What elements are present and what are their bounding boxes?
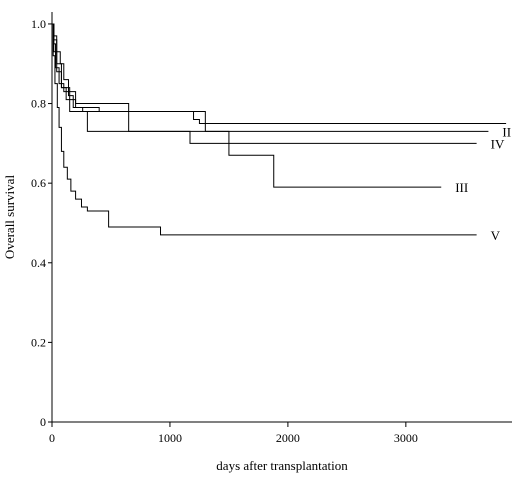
- y-tick-label: 0.4: [31, 256, 46, 270]
- survival-curve-ii: [52, 23, 489, 132]
- y-tick-label: 1.0: [31, 17, 46, 31]
- x-tick-label: 3000: [394, 431, 418, 445]
- survival-curve-v: [52, 23, 477, 236]
- y-tick-label: 0.8: [31, 97, 46, 111]
- series-label-ii: II: [502, 124, 511, 139]
- series-label-iv: IV: [491, 136, 505, 151]
- survival-curves: [52, 23, 507, 236]
- x-tick-label: 1000: [158, 431, 182, 445]
- y-tick-label: 0: [40, 415, 46, 429]
- survival-curve-iv: [52, 23, 477, 144]
- chart-axes: [51, 12, 512, 423]
- x-tick-label: 0: [49, 431, 55, 445]
- x-axis-title: days after transplantation: [216, 458, 348, 473]
- x-tick-label: 2000: [276, 431, 300, 445]
- y-axis-title: Overall survival: [2, 175, 17, 260]
- y-tick-label: 0.2: [31, 335, 46, 349]
- series-labels: IIIIIIIVV: [455, 124, 511, 243]
- survival-curve-iii: [52, 23, 442, 188]
- survival-curve-i: [52, 23, 507, 124]
- axis-ticks: 0 1000 2000 3000 0 0.2 0.4 0.6 0.8 1.0: [31, 17, 418, 445]
- series-label-v: V: [491, 228, 501, 243]
- y-tick-label: 0.6: [31, 176, 46, 190]
- series-label-iii: III: [455, 180, 468, 195]
